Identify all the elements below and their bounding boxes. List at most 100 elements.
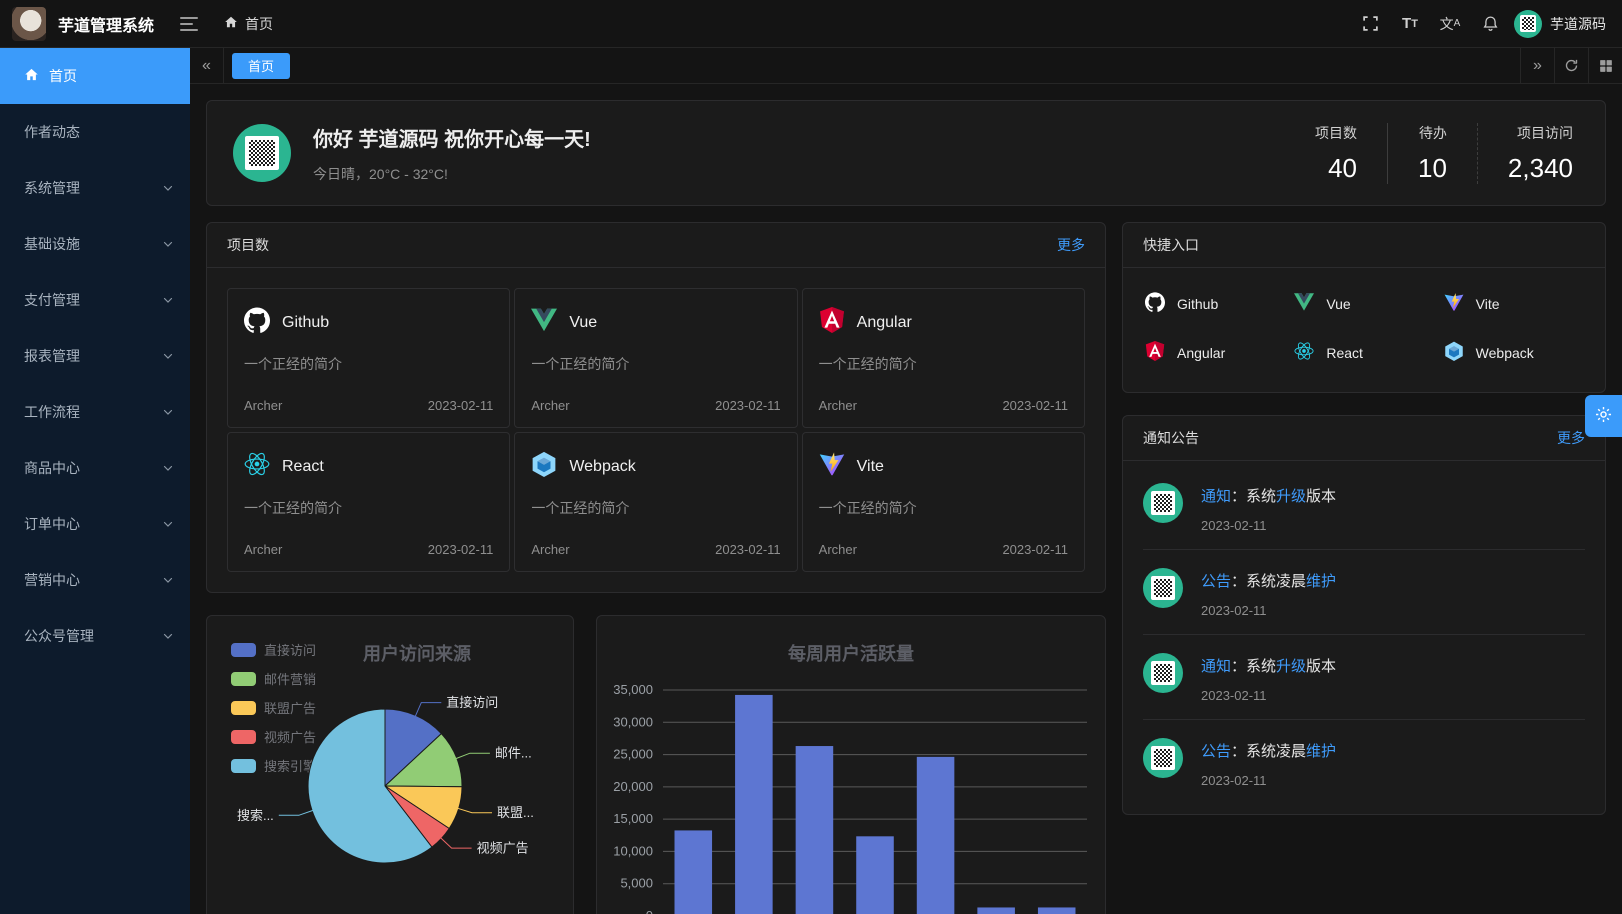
svg-text:0: 0	[646, 908, 653, 914]
shortcut-angular[interactable]: Angular	[1145, 341, 1284, 364]
fullscreen-icon[interactable]	[1350, 0, 1390, 48]
sidebar-item-1[interactable]: 作者动态	[0, 104, 190, 160]
legend-swatch	[231, 758, 256, 773]
notice-keyword-link[interactable]: 升级	[1276, 658, 1307, 675]
notice-title: 公告：系统凌晨维护	[1201, 740, 1336, 761]
project-name: Github	[282, 313, 330, 331]
shortcut-label: Webpack	[1475, 344, 1534, 361]
welcome-title: 你好 芋道源码 祝你开心每一天!	[313, 128, 591, 151]
legend-item-3[interactable]: 视频广告	[231, 727, 316, 746]
svg-text:10,000: 10,000	[613, 843, 653, 858]
chevron-down-icon	[162, 294, 174, 306]
legend-item-4[interactable]: 搜索引擎	[231, 756, 316, 775]
project-card-webpack[interactable]: Webpack 一个正经的简介 Archer 2023-02-11	[514, 432, 798, 572]
notice-keyword-link[interactable]: 维护	[1306, 743, 1337, 760]
notices-card: 通知公告 更多 通知：系统升级版本 2023-02-11 公告：系统凌晨维护 2023…	[1122, 415, 1606, 815]
sidebar-item-8[interactable]: 订单中心	[0, 496, 190, 552]
tab-首页[interactable]: 首页	[232, 52, 291, 79]
sidebar-item-10[interactable]: 公众号管理	[0, 608, 190, 664]
shortcut-react[interactable]: React	[1294, 341, 1433, 364]
project-card-github[interactable]: Github 一个正经的简介 Archer 2023-02-11	[227, 288, 511, 428]
sidebar-item-5[interactable]: 报表管理	[0, 328, 190, 384]
expand-right-icon[interactable]: »	[1520, 48, 1554, 83]
notice-keyword-link[interactable]: 升级	[1276, 488, 1307, 505]
shortcut-label: React	[1326, 344, 1363, 361]
projects-card: 项目数 更多 Github 一个正经的简介 Archer 2023-02-11 Vue 一…	[206, 222, 1106, 593]
legend-swatch	[231, 700, 256, 715]
notification-bell-icon[interactable]	[1470, 0, 1510, 48]
notices-more-link[interactable]: 更多	[1557, 430, 1585, 446]
sidebar-item-9[interactable]: 营销中心	[0, 552, 190, 608]
shortcut-webpack[interactable]: Webpack	[1444, 341, 1583, 364]
stat-value: 10	[1418, 152, 1447, 183]
sidebar: 首页 作者动态 系统管理基础设施支付管理报表管理工作流程 商品中心订单中心营销中心公众…	[0, 48, 190, 914]
menu-fold-icon[interactable]	[180, 16, 199, 31]
stat-label: 项目数	[1315, 124, 1357, 141]
legend-swatch	[231, 729, 256, 744]
project-name: Angular	[856, 313, 912, 331]
chevron-down-icon	[162, 518, 174, 530]
settings-gear-button[interactable]	[1585, 395, 1622, 437]
project-card-vite[interactable]: Vite 一个正经的简介 Archer 2023-02-11	[801, 432, 1085, 572]
notice-keyword-link[interactable]: 公告	[1201, 743, 1232, 760]
project-author: Archer	[818, 398, 857, 413]
sidebar-item-label: 订单中心	[24, 516, 80, 532]
legend-item-1[interactable]: 邮件营销	[231, 669, 316, 688]
chevron-down-icon	[162, 350, 174, 362]
sidebar-item-label: 公众号管理	[24, 628, 94, 644]
vue-icon	[531, 307, 558, 338]
user-avatar	[1514, 9, 1542, 38]
notice-date: 2023-02-11	[1201, 773, 1267, 788]
sidebar-item-label: 报表管理	[24, 348, 80, 364]
notice-item[interactable]: 公告：系统凌晨维护 2023-02-11	[1143, 719, 1585, 804]
notice-keyword-link[interactable]: 维护	[1306, 573, 1337, 590]
layout-grid-icon[interactable]	[1588, 48, 1622, 83]
sidebar-item-7[interactable]: 商品中心	[0, 440, 190, 496]
project-card-angular[interactable]: Angular 一个正经的简介 Archer 2023-02-11	[801, 288, 1085, 428]
sidebar-item-label: 基础设施	[24, 236, 80, 252]
sidebar-item-3[interactable]: 基础设施	[0, 216, 190, 272]
sidebar-item-6[interactable]: 工作流程	[0, 384, 190, 440]
notice-item[interactable]: 公告：系统凌晨维护 2023-02-11	[1143, 549, 1585, 634]
project-card-react[interactable]: React 一个正经的简介 Archer 2023-02-11	[227, 432, 511, 572]
sidebar-item-home[interactable]: 首页	[0, 48, 190, 104]
legend-item-2[interactable]: 联盟广告	[231, 698, 316, 717]
shortcut-label: Github	[1177, 295, 1219, 312]
project-card-vue[interactable]: Vue 一个正经的简介 Archer 2023-02-11	[514, 288, 798, 428]
collapse-left-icon[interactable]: «	[190, 48, 224, 83]
breadcrumb-label: 首页	[245, 15, 274, 32]
notice-keyword-link[interactable]: 通知	[1201, 658, 1232, 675]
shortcut-github[interactable]: Github	[1145, 292, 1284, 315]
user-name: 芋道源码	[1550, 15, 1606, 32]
refresh-icon[interactable]	[1554, 48, 1588, 83]
notice-item[interactable]: 通知：系统升级版本 2023-02-11	[1143, 634, 1585, 719]
breadcrumb[interactable]: 首页	[224, 14, 273, 34]
project-date: 2023-02-11	[427, 542, 494, 557]
notice-item[interactable]: 通知：系统升级版本 2023-02-11	[1143, 465, 1585, 549]
shortcut-vite[interactable]: Vite	[1444, 292, 1583, 315]
shortcuts-card: 快捷入口 Github Vue Vite Angular React Webpack	[1122, 222, 1606, 393]
svg-text:30,000: 30,000	[613, 714, 653, 729]
bar-chart[interactable]: 0 5,000 10,000 15,000 20,000 25,000 30,000 35,0…	[597, 616, 1103, 914]
project-name: Vue	[569, 313, 598, 331]
user-menu[interactable]: 芋道源码	[1514, 9, 1606, 38]
notice-title: 公告：系统凌晨维护	[1201, 570, 1336, 591]
sidebar-item-2[interactable]: 系统管理	[0, 160, 190, 216]
welcome-stats: 项目数 40 待办 10 项目访问 2,340	[1285, 122, 1579, 184]
notice-keyword-link[interactable]: 公告	[1201, 573, 1232, 590]
shortcut-vue[interactable]: Vue	[1294, 292, 1433, 315]
notice-text: ：系统	[1231, 488, 1277, 505]
sidebar-item-4[interactable]: 支付管理	[0, 272, 190, 328]
notice-avatar	[1143, 738, 1183, 778]
chevron-down-icon	[162, 406, 174, 418]
legend-label: 搜索引擎	[264, 759, 317, 774]
projects-more-link[interactable]: 更多	[1057, 237, 1085, 253]
notice-keyword-link[interactable]: 通知	[1201, 488, 1232, 505]
pie-chart[interactable]: 直接访问邮件...联盟...视频广告搜索...	[207, 616, 573, 914]
notice-date: 2023-02-11	[1201, 603, 1267, 618]
welcome-card: 你好 芋道源码 祝你开心每一天! 今日晴，20°C - 32°C! 项目数 40 待…	[206, 100, 1606, 206]
logo-image[interactable]	[12, 6, 46, 41]
legend-item-0[interactable]: 直接访问	[231, 640, 316, 659]
